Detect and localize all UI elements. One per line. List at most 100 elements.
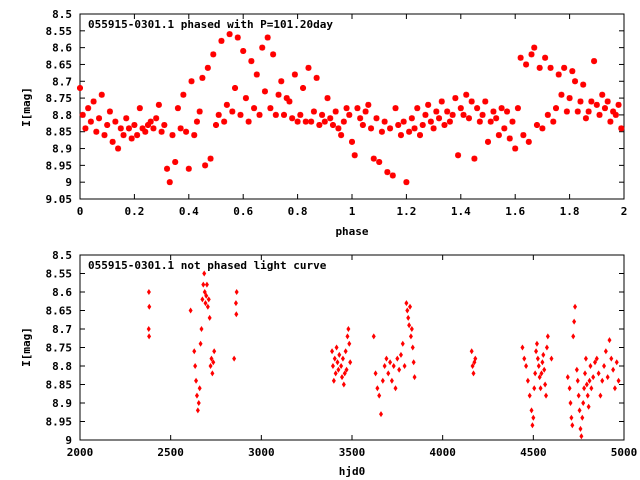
data-point <box>479 111 486 118</box>
data-point <box>362 108 369 115</box>
data-point <box>490 108 497 115</box>
data-point <box>226 31 233 38</box>
data-point <box>388 359 393 366</box>
data-point <box>136 105 143 112</box>
data-point <box>199 74 206 81</box>
data-point <box>616 377 621 384</box>
data-point <box>538 385 543 392</box>
y-tick-label: 9 <box>65 176 72 189</box>
data-point <box>209 355 214 362</box>
data-point <box>594 355 599 362</box>
x-tick-label: 0 <box>77 205 84 218</box>
data-point <box>527 392 532 399</box>
data-point <box>506 135 513 142</box>
data-point <box>90 98 97 105</box>
data-point <box>398 351 403 358</box>
data-point <box>427 118 434 125</box>
data-point <box>202 162 209 169</box>
data-point <box>316 122 323 128</box>
data-point <box>463 91 470 98</box>
data-point <box>524 363 529 369</box>
data-point <box>365 101 372 108</box>
data-point <box>341 381 346 388</box>
data-point <box>335 125 342 132</box>
data-point <box>155 101 162 108</box>
data-point <box>150 125 157 132</box>
data-point <box>297 111 304 118</box>
data-point <box>532 385 537 392</box>
data-point <box>603 348 608 355</box>
phased-plot-points <box>77 31 625 186</box>
data-point <box>338 132 345 139</box>
phased-plot-xlabel: phase <box>335 225 368 238</box>
data-point <box>336 366 341 373</box>
data-point <box>233 300 238 307</box>
data-point <box>402 363 407 369</box>
data-point <box>572 318 577 325</box>
x-tick-label: 2500 <box>157 446 184 459</box>
data-point <box>308 118 315 125</box>
data-point <box>470 363 475 369</box>
data-point <box>457 105 464 112</box>
data-point <box>441 122 448 128</box>
data-point <box>615 101 622 108</box>
data-point <box>607 118 614 125</box>
data-point <box>204 64 211 71</box>
data-point <box>409 326 414 332</box>
x-tick-label: 1 <box>349 205 356 218</box>
x-tick-label: 4500 <box>520 446 547 459</box>
data-point <box>128 135 135 142</box>
data-point <box>245 118 252 125</box>
data-point <box>530 422 535 429</box>
data-point <box>131 122 138 128</box>
data-point <box>272 111 279 118</box>
data-point <box>395 355 400 362</box>
data-point <box>544 111 551 118</box>
data-point <box>218 37 225 44</box>
data-point <box>348 359 353 366</box>
data-point <box>373 370 378 377</box>
data-point <box>471 370 476 377</box>
data-point <box>529 407 534 414</box>
data-point <box>195 407 200 414</box>
data-point <box>98 91 105 98</box>
data-point <box>410 344 415 351</box>
data-point <box>345 333 350 340</box>
data-point <box>147 333 152 340</box>
data-point <box>471 155 478 162</box>
data-point <box>412 374 417 381</box>
data-point <box>158 128 165 135</box>
data-point <box>267 105 274 112</box>
data-point <box>340 374 345 381</box>
y-tick-label: 8.7 <box>52 323 72 336</box>
y-tick-label: 8.75 <box>46 342 73 355</box>
data-point <box>166 179 173 186</box>
data-point <box>593 101 600 108</box>
y-tick-label: 8.85 <box>46 126 73 139</box>
data-point <box>368 125 375 132</box>
data-point <box>400 340 405 347</box>
data-point <box>449 111 456 118</box>
data-point <box>509 118 516 125</box>
data-point <box>572 78 579 85</box>
data-point <box>359 122 366 128</box>
data-point <box>610 108 617 115</box>
data-point <box>330 348 335 355</box>
y-tick-label: 8.85 <box>46 379 73 392</box>
data-point <box>115 145 122 152</box>
data-point <box>305 64 312 71</box>
data-point <box>569 414 574 421</box>
data-point <box>210 51 217 58</box>
phased-plot-ylabel: I[mag] <box>20 87 33 127</box>
unphased-plot-points <box>146 270 621 440</box>
y-tick-label: 8.55 <box>46 25 73 38</box>
x-tick-label: 4000 <box>429 446 456 459</box>
data-point <box>520 132 527 139</box>
data-point <box>605 374 610 381</box>
data-point <box>286 98 293 105</box>
phased-plot: 0 0.2 0.4 0.6 0.8 1 1.2 1.4 1.6 1.8 2 8.5 8.55 8.6 8.6… <box>20 8 627 238</box>
y-tick-label: 8.9 <box>52 143 72 156</box>
data-point <box>571 333 576 340</box>
data-point <box>117 125 124 132</box>
data-point <box>528 51 535 58</box>
